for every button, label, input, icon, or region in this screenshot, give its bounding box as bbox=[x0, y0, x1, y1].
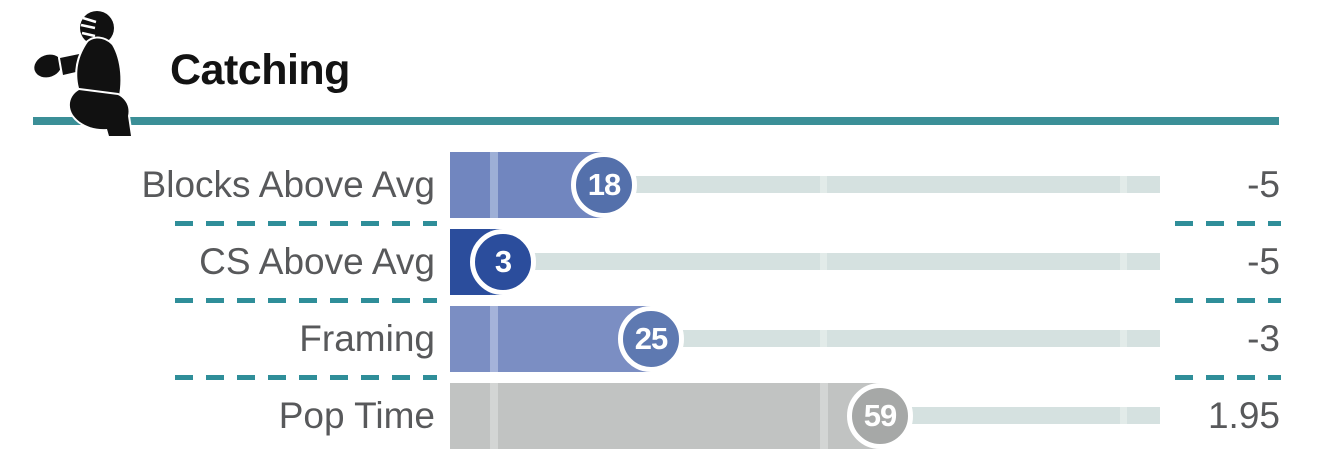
bar-mark-5th bbox=[490, 306, 498, 372]
page-title: Catching bbox=[170, 46, 350, 94]
percentile-badge[interactable]: 3 bbox=[470, 229, 536, 295]
row-separator bbox=[0, 298, 1322, 303]
track-mark-50th bbox=[820, 253, 827, 270]
track-mark-50th bbox=[820, 330, 827, 347]
separator-dash-left bbox=[175, 221, 437, 226]
section-header: Catching bbox=[0, 0, 1322, 152]
track-mark-95th bbox=[1120, 176, 1127, 193]
stat-value: -3 bbox=[1247, 318, 1280, 359]
stat-label: Framing bbox=[299, 318, 435, 359]
separator-dash-right bbox=[1175, 221, 1281, 226]
stat-row: Framing 25 -3 bbox=[0, 306, 1322, 372]
percentile-bar[interactable]: 3 bbox=[450, 229, 1160, 295]
track-mark-95th bbox=[1120, 253, 1127, 270]
track-mark-95th bbox=[1120, 407, 1127, 424]
stat-value: -5 bbox=[1247, 241, 1280, 282]
percentile-track bbox=[450, 253, 1160, 270]
row-separator bbox=[0, 375, 1322, 380]
stat-row: Pop Time 59 1.95 bbox=[0, 383, 1322, 449]
percentile-fill bbox=[450, 383, 880, 449]
legs-shape bbox=[67, 88, 133, 138]
stat-label: Blocks Above Avg bbox=[141, 164, 435, 205]
stat-label: Pop Time bbox=[278, 395, 435, 436]
separator-dash-left bbox=[175, 375, 437, 380]
percentile-number: 59 bbox=[863, 398, 897, 433]
stat-row: Blocks Above Avg 18 -5 bbox=[0, 152, 1322, 218]
percentile-bar[interactable]: 25 bbox=[450, 306, 1160, 372]
stat-value: -5 bbox=[1247, 164, 1280, 205]
separator-dash-right bbox=[1175, 375, 1281, 380]
bar-mark-50th bbox=[820, 383, 828, 449]
bar-mark-5th bbox=[490, 152, 498, 218]
percentile-number: 18 bbox=[587, 167, 621, 202]
stat-rows: Blocks Above Avg 18 -5 CS Above Avg bbox=[0, 152, 1322, 449]
facemask-lines bbox=[80, 16, 97, 38]
percentile-badge[interactable]: 59 bbox=[847, 383, 913, 449]
torso-shape bbox=[75, 36, 123, 106]
header-accent-line bbox=[33, 117, 1279, 125]
catcher-icon bbox=[32, 2, 145, 138]
percentile-fill bbox=[450, 306, 651, 372]
track-mark-95th bbox=[1120, 330, 1127, 347]
percentile-badge[interactable]: 18 bbox=[571, 152, 637, 218]
stat-value: 1.95 bbox=[1207, 395, 1280, 436]
stat-label: CS Above Avg bbox=[199, 241, 435, 282]
percentile-number: 3 bbox=[494, 244, 512, 279]
bar-mark-5th bbox=[490, 383, 498, 449]
separator-dash-right bbox=[1175, 298, 1281, 303]
percentile-bar[interactable]: 18 bbox=[450, 152, 1160, 218]
percentile-number: 25 bbox=[634, 321, 668, 356]
stat-row: CS Above Avg 3 -5 bbox=[0, 229, 1322, 295]
percentile-badge[interactable]: 25 bbox=[618, 306, 684, 372]
percentile-bar[interactable]: 59 bbox=[450, 383, 1160, 449]
track-mark-50th bbox=[820, 176, 827, 193]
row-separator bbox=[0, 221, 1322, 226]
separator-dash-left bbox=[175, 298, 437, 303]
